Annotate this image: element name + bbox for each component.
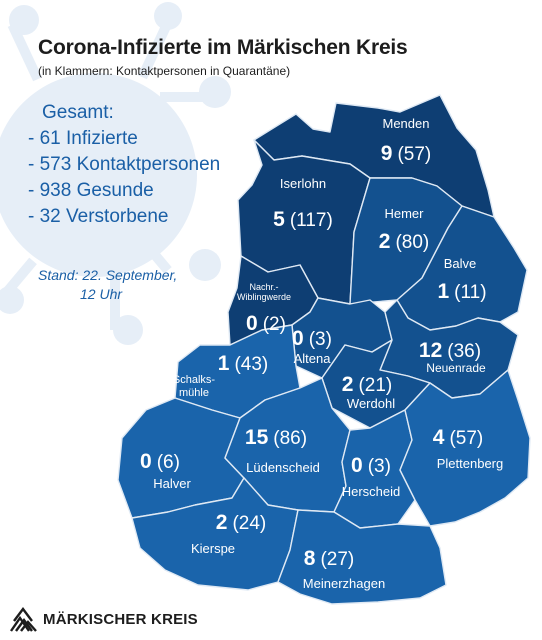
district-value-nachrodt: 0 (2) — [246, 312, 286, 335]
timestamp: Stand: 22. September, 12 Uhr — [38, 266, 203, 304]
summary-recovered: - 938 Gesunde — [28, 180, 154, 201]
district-infected: 0 — [292, 327, 304, 350]
district-name-iserlohn: Iserlohn — [280, 176, 326, 191]
district-name-kierspe: Kierspe — [191, 541, 235, 556]
district-contacts: (57) — [397, 144, 431, 165]
district-infected: 0 — [351, 454, 363, 477]
district-value-menden: 9 (57) — [381, 142, 431, 165]
district-contacts: (57) — [449, 428, 483, 449]
logo-text: MÄRKISCHER KREIS — [43, 611, 198, 628]
page-subtitle: (in Klammern: Kontaktpersonen in Quarant… — [38, 64, 291, 78]
district-value-herscheid: 0 (3) — [351, 454, 391, 477]
district-contacts: (6) — [157, 452, 180, 473]
district-name-neuenrade: Neuenrade — [426, 361, 486, 375]
district-contacts: (36) — [447, 341, 481, 362]
district-contacts: (43) — [234, 354, 268, 375]
district-infected: 0 — [246, 312, 258, 335]
district-value-altena: 0 (3) — [292, 327, 332, 350]
district-name-werdohl: Werdohl — [347, 396, 395, 411]
district-value-halver: 0 (6) — [140, 450, 180, 473]
district-name-nachrodt: Nachr.-Wiblingwerde — [237, 282, 291, 302]
district-name-schalksmuehle: Schalks-mühle — [173, 374, 216, 399]
maerkischer-kreis-logo: MÄRKISCHER KREIS — [10, 607, 200, 635]
district-value-plettenberg: 4 (57) — [433, 426, 483, 449]
summary-contacts: - 573 Kontaktpersonen — [28, 154, 221, 175]
district-name-hemer: Hemer — [384, 206, 424, 221]
district-contacts: (21) — [358, 375, 392, 396]
mk-logo-icon — [10, 607, 37, 632]
district-contacts: (2) — [263, 314, 286, 335]
district-value-hemer: 2 (80) — [379, 230, 429, 253]
district-infected: 9 — [381, 142, 393, 165]
district-value-luedenscheid: 15 (86) — [245, 426, 307, 449]
district-infected: 4 — [433, 426, 445, 449]
summary-infected: - 61 Infizierte — [28, 128, 138, 149]
district-infected: 1 — [218, 352, 230, 375]
district-contacts: (3) — [309, 329, 332, 350]
district-infected: 15 — [245, 426, 269, 449]
district-infected: 1 — [437, 280, 449, 303]
district-name-meinerzhagen: Meinerzhagen — [303, 576, 385, 591]
summary-heading: Gesamt: — [42, 102, 114, 123]
district-value-werdohl: 2 (21) — [342, 373, 392, 396]
district-infected: 2 — [379, 230, 391, 253]
timestamp-time: 12 Uhr — [80, 286, 123, 302]
district-name-altena: Altena — [294, 351, 332, 366]
district-contacts: (86) — [273, 428, 307, 449]
district-contacts: (3) — [368, 456, 391, 477]
district-name-balve: Balve — [444, 256, 477, 271]
district-plettenberg — [399, 369, 531, 527]
district-name-plettenberg: Plettenberg — [437, 456, 504, 471]
district-value-kierspe: 2 (24) — [216, 511, 266, 534]
district-name-menden: Menden — [383, 116, 430, 131]
district-infected: 0 — [140, 450, 152, 473]
district-contacts: (24) — [232, 513, 266, 534]
district-meinerzhagen — [277, 509, 447, 605]
district-infected: 8 — [304, 547, 316, 570]
district-name-herscheid: Herscheid — [342, 484, 401, 499]
district-value-iserlohn: 5 (117) — [273, 208, 333, 231]
district-contacts: (27) — [320, 549, 354, 570]
district-value-neuenrade: 12 (36) — [419, 339, 481, 362]
district-infected: 5 — [273, 208, 285, 231]
district-value-balve: 1 (11) — [437, 280, 486, 303]
district-infected: 2 — [216, 511, 228, 534]
district-name-luedenscheid: Lüdenscheid — [246, 460, 320, 475]
district-contacts: (80) — [395, 232, 429, 253]
summary-box: Gesamt: - 61 Infizierte - 573 Kontaktper… — [28, 100, 220, 230]
summary-deaths: - 32 Verstorbene — [28, 206, 169, 227]
district-infected: 2 — [342, 373, 354, 396]
timestamp-date: Stand: 22. September, — [38, 267, 178, 283]
district-contacts: (117) — [290, 210, 333, 231]
page-title: Corona-Infizierte im Märkischen Kreis — [38, 36, 408, 59]
district-value-meinerzhagen: 8 (27) — [304, 547, 354, 570]
district-value-schalksmuehle: 1 (43) — [218, 352, 268, 375]
district-contacts: (11) — [454, 282, 486, 303]
district-name-halver: Halver — [153, 476, 191, 491]
district-werdohl — [321, 339, 431, 429]
district-infected: 12 — [419, 339, 442, 362]
district-herscheid — [333, 409, 416, 529]
